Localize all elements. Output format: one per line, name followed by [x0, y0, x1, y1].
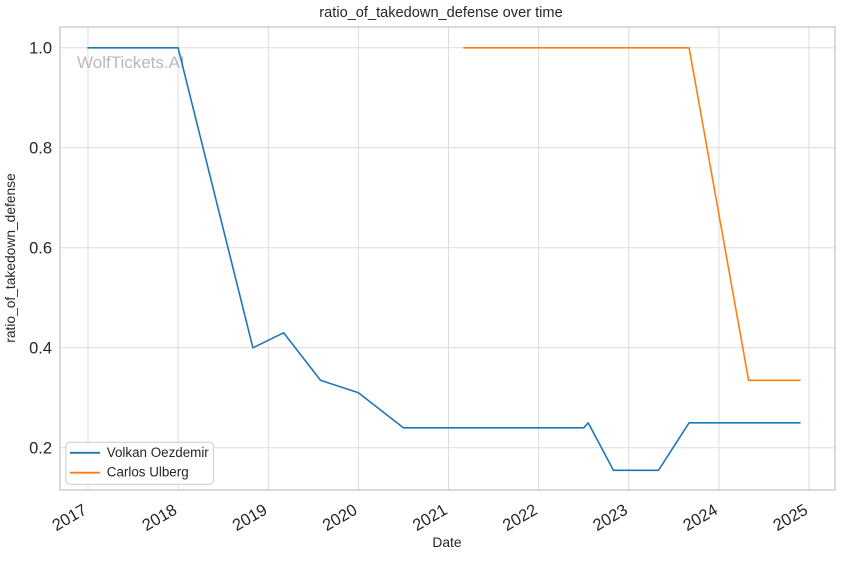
svg-text:2021: 2021: [410, 501, 451, 535]
svg-text:Volkan Oezdemir: Volkan Oezdemir: [107, 445, 210, 460]
svg-text:2020: 2020: [320, 501, 361, 535]
svg-text:Date: Date: [432, 535, 461, 550]
svg-text:1.0: 1.0: [29, 40, 52, 58]
svg-text:0.6: 0.6: [29, 240, 52, 258]
svg-text:ratio_of_takedown_defense: ratio_of_takedown_defense: [3, 173, 18, 343]
svg-text:0.8: 0.8: [29, 140, 52, 158]
svg-text:Carlos Ulberg: Carlos Ulberg: [107, 465, 189, 480]
svg-text:2018: 2018: [139, 501, 180, 535]
svg-text:2019: 2019: [230, 501, 271, 535]
svg-text:2022: 2022: [500, 501, 541, 535]
svg-text:2024: 2024: [680, 501, 721, 535]
svg-text:2023: 2023: [590, 501, 631, 535]
svg-text:WolfTickets.AI: WolfTickets.AI: [77, 53, 185, 72]
svg-text:2017: 2017: [49, 501, 90, 535]
svg-text:0.4: 0.4: [29, 340, 52, 358]
svg-text:2025: 2025: [770, 501, 811, 535]
svg-text:ratio_of_takedown_defense over: ratio_of_takedown_defense over time: [319, 5, 562, 21]
svg-text:0.2: 0.2: [29, 440, 52, 458]
